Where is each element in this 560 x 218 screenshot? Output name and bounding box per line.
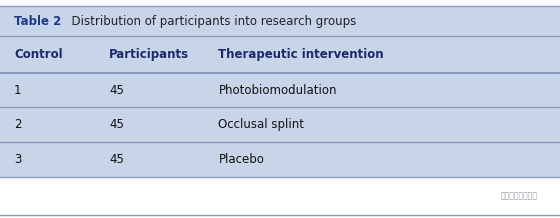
Text: Control: Control	[14, 48, 63, 61]
Text: Placebo: Placebo	[218, 153, 264, 166]
Text: 浙一口腔正奚林军: 浙一口腔正奚林军	[501, 191, 538, 200]
Bar	[0, 36, 560, 73]
Text: 45: 45	[109, 83, 124, 97]
Text: 1: 1	[14, 83, 21, 97]
Bar	[0, 107, 560, 142]
Text: Photobiomodulation: Photobiomodulation	[218, 83, 337, 97]
Text: Therapeutic intervention: Therapeutic intervention	[218, 48, 384, 61]
Text: 45: 45	[109, 118, 124, 131]
Bar	[0, 6, 560, 36]
Text: 3: 3	[14, 153, 21, 166]
Text: Distribution of participants into research groups: Distribution of participants into resear…	[64, 15, 357, 27]
Text: 45: 45	[109, 153, 124, 166]
Text: Participants: Participants	[109, 48, 189, 61]
Bar	[0, 73, 560, 107]
Text: Table 2: Table 2	[14, 15, 61, 27]
Bar	[0, 142, 560, 177]
Text: Occlusal splint: Occlusal splint	[218, 118, 305, 131]
Text: 2: 2	[14, 118, 21, 131]
